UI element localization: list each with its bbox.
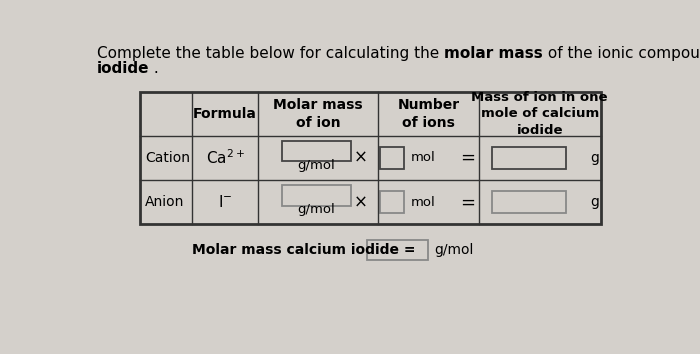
Bar bbox=[381, 192, 404, 213]
Bar bbox=[140, 92, 601, 224]
Text: Mass of ion in one
mole of calcium
iodide: Mass of ion in one mole of calcium iodid… bbox=[472, 91, 608, 137]
Text: =: = bbox=[461, 193, 475, 211]
Text: I$^{-}$: I$^{-}$ bbox=[218, 194, 232, 210]
Text: =: = bbox=[461, 149, 475, 167]
Text: Molar mass
of ion: Molar mass of ion bbox=[273, 97, 363, 130]
Text: .: . bbox=[149, 61, 159, 76]
Text: Complete the table below for calculating the: Complete the table below for calculating… bbox=[97, 46, 444, 61]
Text: g: g bbox=[590, 151, 598, 165]
Bar bbox=[492, 192, 566, 213]
Text: ×: × bbox=[354, 149, 368, 167]
Bar bbox=[381, 147, 404, 169]
Text: Molar mass calcium iodide =: Molar mass calcium iodide = bbox=[192, 242, 416, 257]
Text: Number
of ions: Number of ions bbox=[398, 97, 460, 130]
Text: molar mass: molar mass bbox=[444, 46, 542, 61]
Text: g: g bbox=[590, 195, 598, 209]
Text: iodide: iodide bbox=[97, 61, 149, 76]
Text: Cation: Cation bbox=[145, 151, 190, 165]
Bar bbox=[282, 185, 351, 206]
Text: Formula: Formula bbox=[193, 107, 257, 121]
Text: g/mol: g/mol bbox=[298, 204, 335, 216]
Text: g/mol: g/mol bbox=[298, 159, 335, 172]
Text: g/mol: g/mol bbox=[435, 242, 474, 257]
Bar bbox=[492, 147, 566, 169]
Text: Ca$^{2+}$: Ca$^{2+}$ bbox=[206, 149, 244, 167]
Text: ×: × bbox=[354, 193, 368, 211]
Bar bbox=[368, 240, 428, 259]
Text: of the ionic compound: of the ionic compound bbox=[542, 46, 700, 61]
Text: mol: mol bbox=[411, 196, 435, 209]
Text: Anion: Anion bbox=[145, 195, 184, 209]
Bar bbox=[282, 141, 351, 161]
Text: mol: mol bbox=[411, 152, 435, 165]
